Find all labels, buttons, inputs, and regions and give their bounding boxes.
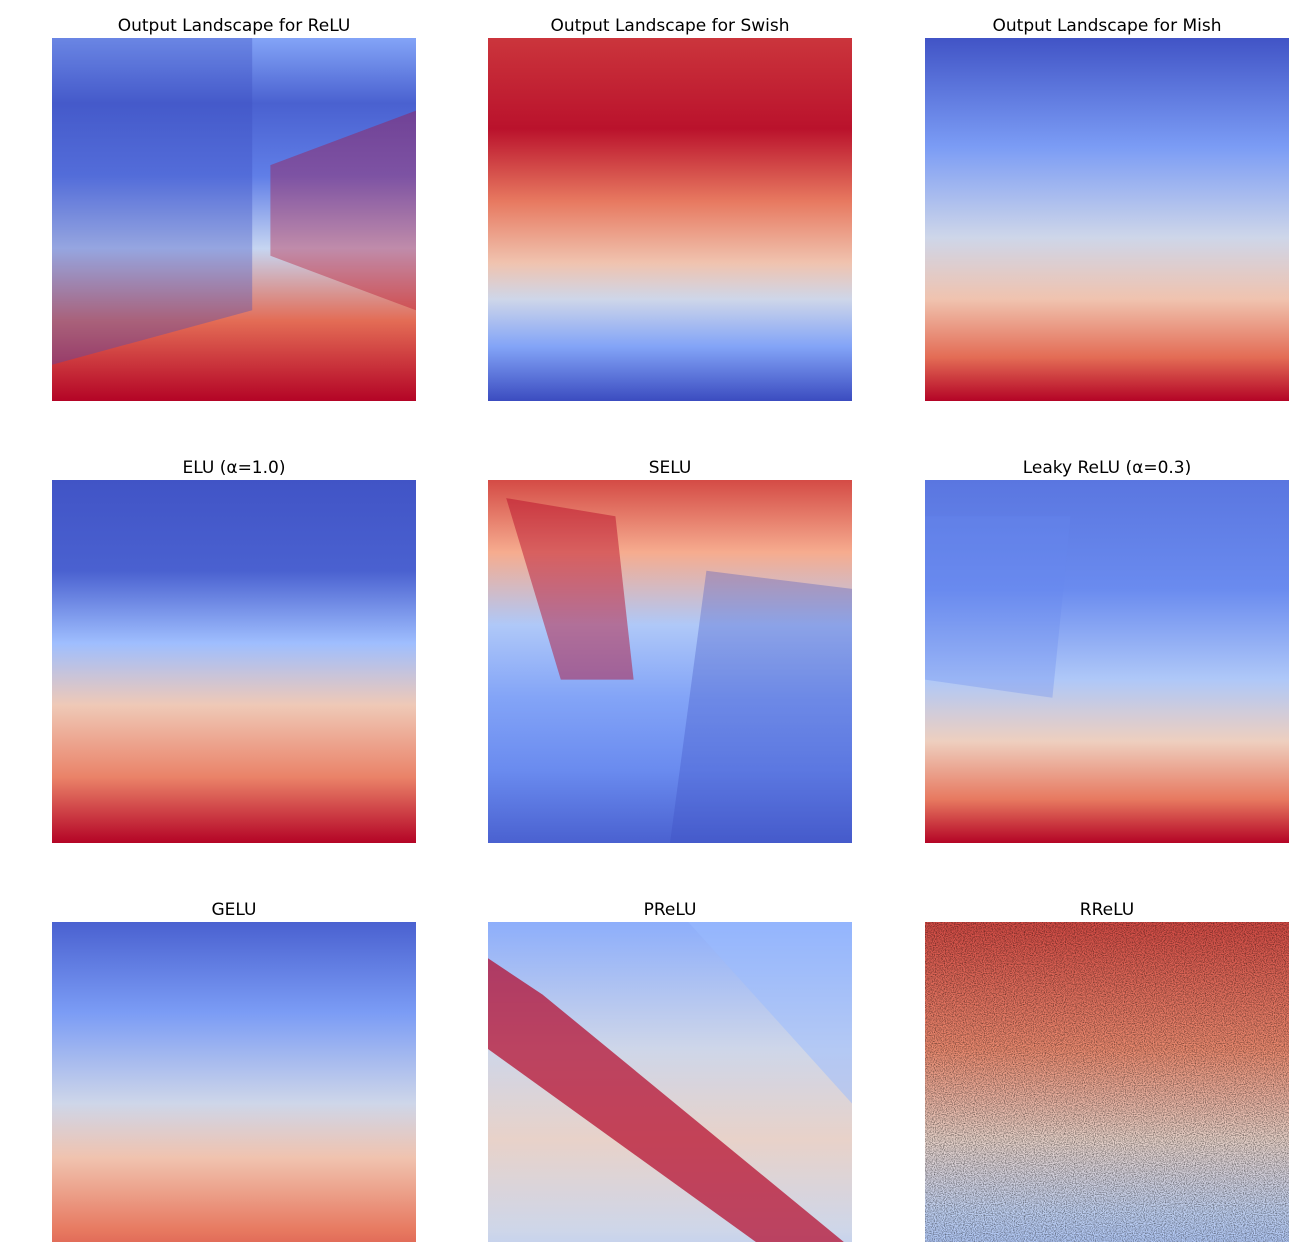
panel-title: Output Landscape for Mish [993,16,1222,36]
panel-title: Leaky ReLU (α=0.3) [1023,458,1191,478]
heatmap-panel-swish: Output Landscape for Swish [488,16,852,401]
heatmap-region [488,958,844,1242]
heatmap-noise [925,922,1289,1242]
heatmap-image [925,480,1289,843]
heatmap-region [506,498,634,680]
heatmap-image [52,480,416,843]
panel-title: GELU [212,900,257,920]
heatmap-panel-gelu: GELU [52,900,416,1242]
heatmap-region [688,922,852,1104]
heatmap-image [488,480,852,843]
panel-title: ELU (α=1.0) [183,458,286,478]
heatmap-image [925,38,1289,401]
heatmap-image [52,38,416,401]
heatmap-region [925,516,1071,698]
heatmap-panel-prelu: PReLU [488,900,852,1242]
heatmap-image [52,922,416,1242]
heatmap-image [488,38,852,401]
panel-title: RReLU [1080,900,1134,920]
heatmap-panel-mish: Output Landscape for Mish [925,16,1289,401]
heatmap-panel-rrelu: RReLU [925,900,1289,1242]
heatmap-panel-elu: ELU (α=1.0) [52,458,416,843]
heatmap-panel-relu: Output Landscape for ReLU [52,16,416,401]
heatmap-region [670,570,852,843]
heatmap-region [52,38,253,365]
heatmap-panel-leaky: Leaky ReLU (α=0.3) [925,458,1289,843]
panel-title: PReLU [644,900,697,920]
panel-title: SELU [649,458,692,478]
heatmap-panel-selu: SELU [488,458,852,843]
panel-grid: Output Landscape for ReLU Output Landscap… [52,16,1289,1242]
panel-title: Output Landscape for ReLU [118,16,351,36]
panel-title: Output Landscape for Swish [550,16,789,36]
heatmap-region [270,110,416,311]
